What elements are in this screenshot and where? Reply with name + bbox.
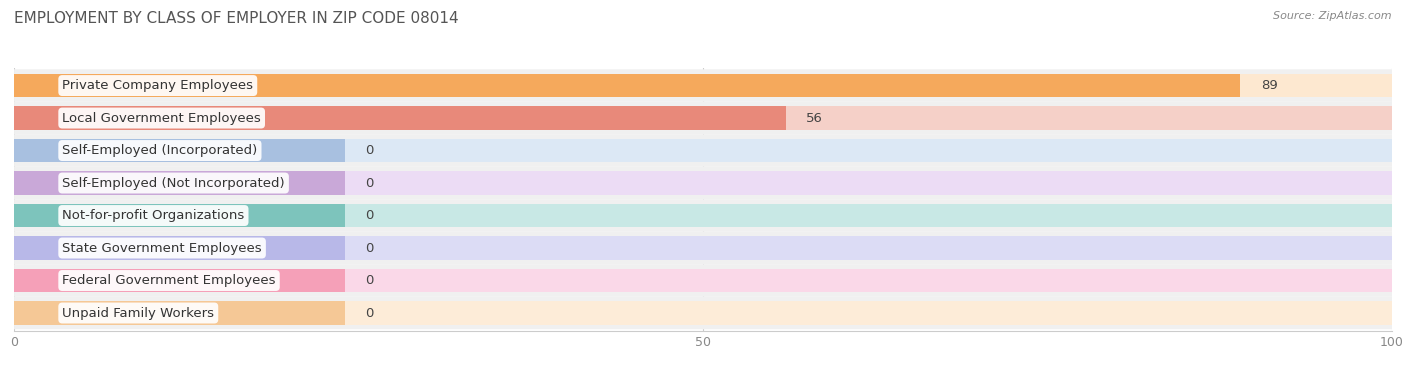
Bar	[14, 269, 1392, 292]
Bar	[14, 204, 344, 227]
Bar	[14, 237, 344, 260]
Text: Federal Government Employees: Federal Government Employees	[62, 274, 276, 287]
Bar	[14, 269, 344, 292]
Bar	[14, 204, 1392, 227]
FancyBboxPatch shape	[14, 264, 1392, 297]
Bar	[14, 171, 1392, 195]
Text: 0: 0	[366, 241, 374, 255]
Bar	[14, 301, 1392, 325]
Bar	[14, 74, 1240, 97]
FancyBboxPatch shape	[14, 134, 1392, 167]
FancyBboxPatch shape	[14, 297, 1392, 329]
Bar	[14, 171, 344, 195]
FancyBboxPatch shape	[14, 199, 1392, 232]
Text: Self-Employed (Not Incorporated): Self-Employed (Not Incorporated)	[62, 177, 285, 190]
Text: 89: 89	[1261, 79, 1278, 92]
Text: Source: ZipAtlas.com: Source: ZipAtlas.com	[1274, 11, 1392, 21]
FancyBboxPatch shape	[14, 232, 1392, 264]
Text: 56: 56	[807, 112, 824, 124]
Bar	[14, 74, 1392, 97]
Bar	[14, 139, 344, 162]
Bar	[14, 301, 344, 325]
FancyBboxPatch shape	[14, 167, 1392, 199]
Text: Private Company Employees: Private Company Employees	[62, 79, 253, 92]
Text: 0: 0	[366, 274, 374, 287]
Text: Local Government Employees: Local Government Employees	[62, 112, 262, 124]
Text: Not-for-profit Organizations: Not-for-profit Organizations	[62, 209, 245, 222]
Text: 0: 0	[366, 306, 374, 320]
Bar	[14, 106, 1392, 130]
Text: 0: 0	[366, 144, 374, 157]
Bar	[14, 139, 1392, 162]
Text: Self-Employed (Incorporated): Self-Employed (Incorporated)	[62, 144, 257, 157]
Bar	[14, 106, 786, 130]
Bar	[14, 237, 1392, 260]
Text: EMPLOYMENT BY CLASS OF EMPLOYER IN ZIP CODE 08014: EMPLOYMENT BY CLASS OF EMPLOYER IN ZIP C…	[14, 11, 458, 26]
FancyBboxPatch shape	[14, 69, 1392, 102]
Text: 0: 0	[366, 209, 374, 222]
Text: State Government Employees: State Government Employees	[62, 241, 262, 255]
Text: Unpaid Family Workers: Unpaid Family Workers	[62, 306, 214, 320]
FancyBboxPatch shape	[14, 102, 1392, 134]
Text: 0: 0	[366, 177, 374, 190]
